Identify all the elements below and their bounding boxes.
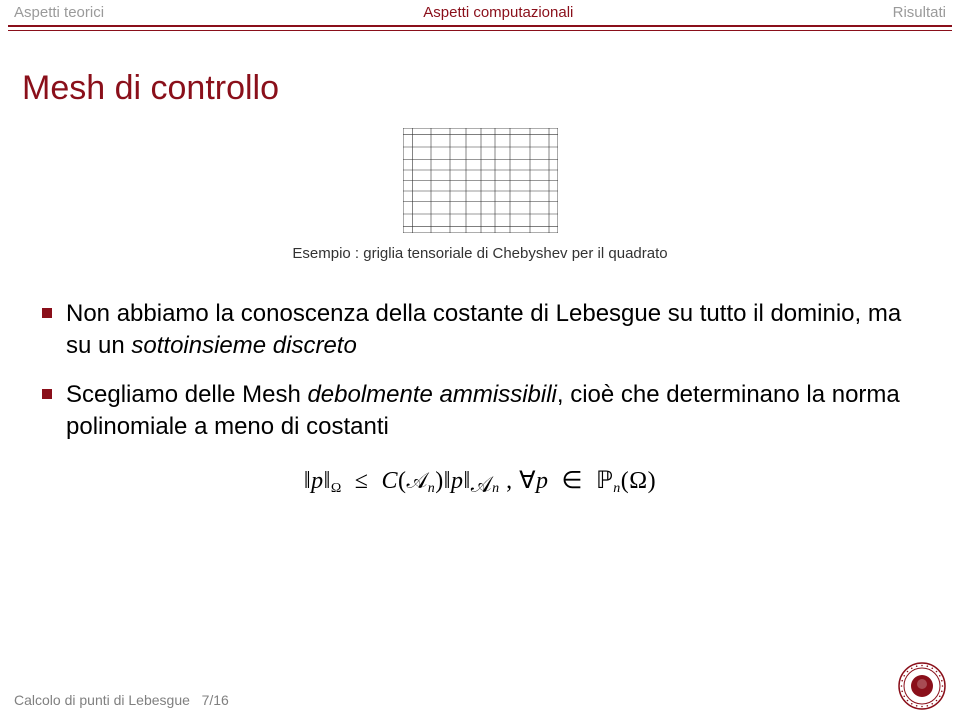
footer-title: Calcolo di punti di Lebesgue [14, 692, 190, 708]
slide-title: Mesh di controllo [0, 31, 960, 116]
top-navigation: Aspetti teorici Aspetti computazionali R… [0, 0, 960, 23]
nav-section-compute[interactable]: Aspetti computazionali [423, 4, 573, 21]
university-seal-icon [898, 662, 946, 710]
figure-caption: Esempio : griglia tensoriale di Chebyshe… [0, 245, 960, 262]
bullet-text: Non abbiamo la conoscenza della costante… [66, 298, 918, 363]
norm-inequality-formula: ‖p‖Ω ≤ C(𝒜n)‖p‖𝒜n , ∀p ∈ ℙn(Ω) [0, 466, 960, 498]
bullet-text: Scegliamo delle Mesh debolmente ammissib… [66, 379, 918, 444]
nav-section-theory[interactable]: Aspetti teorici [14, 4, 104, 21]
bullet-dot-icon [42, 308, 52, 318]
footer: Calcolo di punti di Lebesgue 7/16 [14, 692, 229, 708]
footer-page: 7/16 [202, 692, 229, 708]
bullet-item: Scegliamo delle Mesh debolmente ammissib… [42, 379, 918, 444]
bullet-item: Non abbiamo la conoscenza della costante… [42, 298, 918, 363]
bullet-dot-icon [42, 389, 52, 399]
header-rule-thick [8, 25, 952, 27]
bullet-list: Non abbiamo la conoscenza della costante… [0, 262, 960, 444]
chebyshev-grid [403, 128, 558, 233]
nav-section-results[interactable]: Risultati [893, 4, 946, 21]
